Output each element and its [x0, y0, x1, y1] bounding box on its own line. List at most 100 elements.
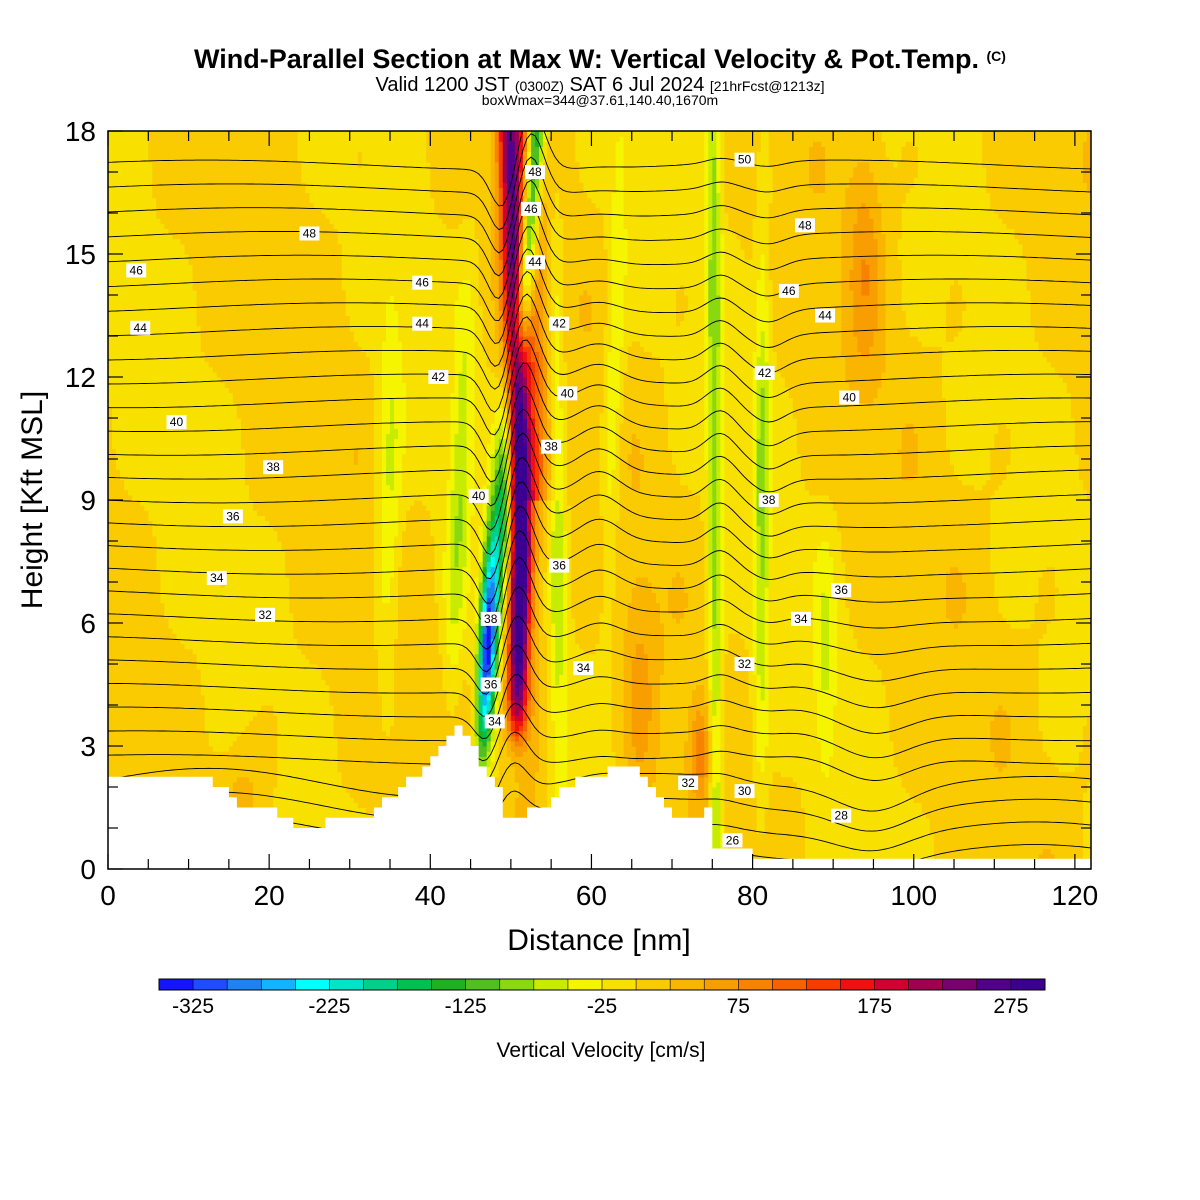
colorbar-swatch [295, 979, 330, 990]
colorbar-swatch [636, 979, 671, 990]
colorbar-label: Vertical Velocity [cm/s] [497, 1039, 706, 1062]
theta-contour [108, 586, 1091, 673]
svg-text:48: 48 [528, 165, 542, 179]
x-tick-label: 60 [576, 880, 607, 911]
x-axis-label: Distance [nm] [507, 924, 690, 957]
colorbar-swatch [806, 979, 842, 990]
theta-contour [108, 674, 1091, 740]
terrain [108, 725, 1091, 869]
colorbar-swatch [533, 979, 569, 990]
y-axis-label: Height [Kft MSL] [16, 391, 49, 609]
x-tick-label: 100 [890, 880, 937, 911]
contour-label: 40 [468, 488, 489, 503]
theta-contour [108, 131, 1091, 207]
chart-title-text: Wind-Parallel Section at Max W: Vertical… [194, 44, 979, 74]
theta-contour [108, 615, 1091, 695]
svg-text:36: 36 [835, 583, 849, 597]
contour-label: 46 [412, 275, 433, 290]
theta-contour [108, 408, 1091, 507]
forecast-info: [21hrFcst@1213z] [709, 78, 825, 94]
y-tick-label: 12 [65, 362, 96, 393]
svg-text:46: 46 [416, 276, 430, 290]
svg-text:42: 42 [553, 317, 567, 331]
y-tick-label: 0 [80, 854, 96, 885]
contour-label: 36 [480, 677, 501, 692]
svg-text:38: 38 [762, 493, 776, 507]
colorbar-tick-label: -325 [172, 995, 214, 1018]
y-tick-label: 9 [80, 485, 96, 516]
contour-label: 36 [222, 509, 243, 524]
svg-text:38: 38 [544, 440, 558, 454]
svg-text:46: 46 [130, 263, 144, 277]
svg-text:34: 34 [488, 714, 502, 728]
colorbar-swatch [874, 979, 910, 990]
svg-text:36: 36 [484, 678, 498, 692]
theta-contour [108, 456, 1091, 555]
contour-label: 42 [754, 365, 775, 380]
theta-contour [108, 293, 1091, 390]
theta-contour [108, 731, 1091, 783]
colorbar-swatch [363, 979, 399, 990]
colorbar-swatch [908, 979, 944, 990]
contour-label: 42 [549, 316, 570, 331]
theta-contour [108, 702, 1091, 762]
theta-contour [108, 316, 1091, 413]
svg-text:26: 26 [726, 833, 740, 847]
theta-contour [108, 362, 1091, 459]
theta-contour [108, 645, 1091, 717]
copyright-mark: (C) [986, 48, 1006, 64]
contour-label: 28 [831, 808, 852, 823]
theta-contour [108, 530, 1091, 628]
colorbar-swatch [227, 979, 262, 990]
svg-text:42: 42 [758, 366, 772, 380]
svg-text:44: 44 [528, 255, 542, 269]
theta-contour [108, 506, 1091, 604]
contour-label: 34 [206, 570, 227, 585]
svg-text:40: 40 [843, 391, 857, 405]
colorbar-tick-label: -25 [587, 995, 617, 1018]
chart-title: Wind-Parallel Section at Max W: Vertical… [0, 44, 1200, 75]
colorbar-swatch [397, 979, 433, 990]
contour-label: 32 [678, 775, 699, 790]
colorbar-tick-label: 175 [857, 995, 892, 1018]
contour-label: 50 [734, 152, 755, 167]
valid-utc: (0300Z) [514, 78, 564, 94]
colorbar-tick-label: -125 [445, 995, 487, 1018]
contour-label: 48 [794, 218, 815, 233]
svg-text:34: 34 [577, 661, 591, 675]
svg-text:28: 28 [835, 809, 849, 823]
contour-label: 36 [831, 583, 852, 598]
theta-contour [108, 133, 1091, 231]
svg-text:32: 32 [738, 657, 752, 671]
theta-contour [108, 270, 1091, 367]
contour-label: 34 [573, 661, 594, 676]
colorbar-swatch [602, 979, 637, 990]
contour-label: 34 [484, 714, 505, 729]
theta-contour [108, 248, 1091, 344]
theta-contour [108, 339, 1091, 436]
theta-contour [108, 432, 1091, 531]
contour-label: 46 [126, 263, 147, 278]
svg-text:44: 44 [818, 309, 832, 323]
valid-date: SAT 6 Jul 2024 [569, 74, 705, 96]
x-tick-label: 20 [254, 880, 285, 911]
valid-time-line: Valid 1200 JST (0300Z) SAT 6 Jul 2024 [2… [0, 74, 1200, 97]
contour-label: 44 [130, 320, 151, 335]
contour-label: 40 [557, 386, 578, 401]
velocity-field [108, 131, 1091, 869]
colorbar-swatch [704, 979, 739, 990]
theta-contours [108, 131, 1091, 869]
colorbar-swatch [772, 979, 807, 990]
svg-text:30: 30 [738, 784, 752, 798]
colorbar-swatch [329, 979, 364, 990]
y-tick-label: 3 [80, 731, 96, 762]
svg-text:38: 38 [484, 612, 498, 626]
contour-label: 30 [734, 784, 755, 799]
contour-label: 48 [299, 226, 320, 241]
y-tick-label: 6 [80, 608, 96, 639]
colorbar-tick-label: -225 [308, 995, 350, 1018]
contour-label: 42 [428, 370, 449, 384]
contour-label: 38 [480, 611, 501, 626]
